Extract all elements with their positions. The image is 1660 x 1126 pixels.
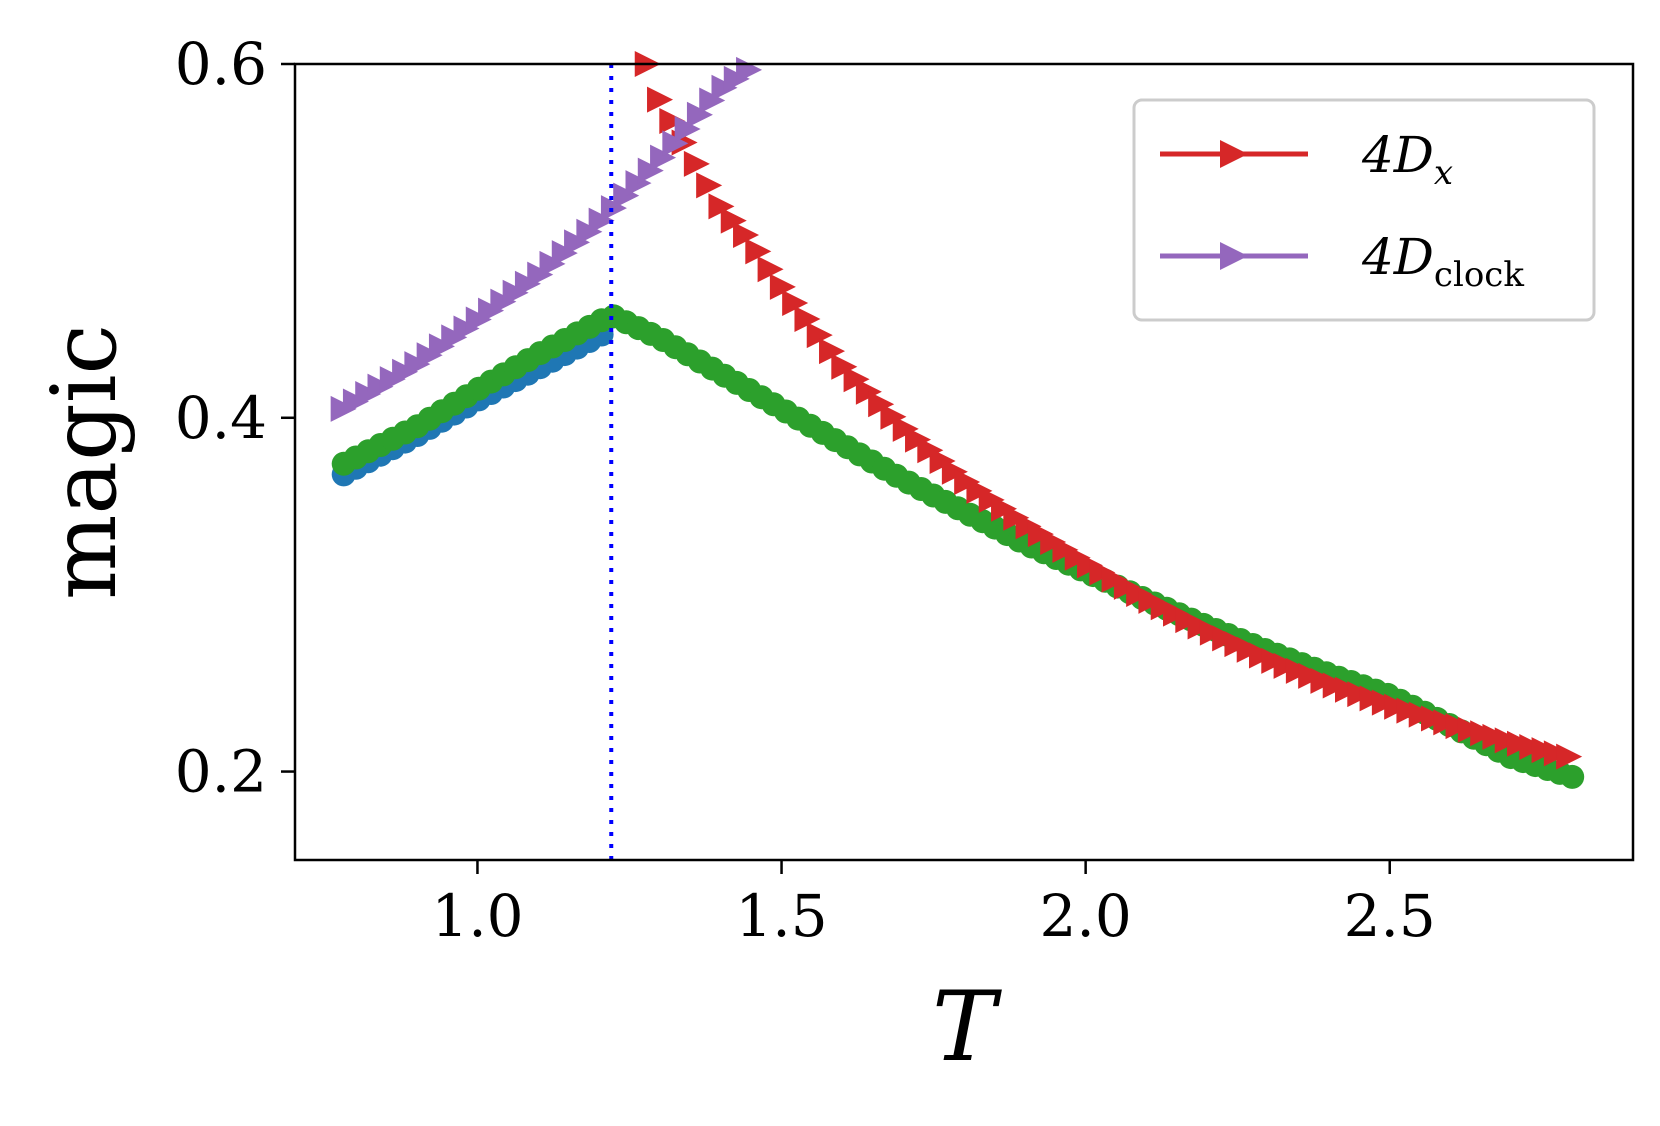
data-point-circle xyxy=(1560,764,1585,789)
data-point-triangle xyxy=(662,130,689,157)
data-point-triangle xyxy=(819,338,846,365)
axis-ticks: 1.0 1.5 2.0 2.5 0.2 0.4 0.6 xyxy=(175,30,1436,950)
data-point-triangle xyxy=(757,256,784,283)
data-point-triangle xyxy=(745,238,772,265)
legend-marker-4d-x xyxy=(1220,140,1248,168)
data-point-triangle xyxy=(647,86,674,113)
plot-frame xyxy=(293,62,1635,862)
data-point-triangle xyxy=(659,108,686,135)
y-tick-label: 0.2 xyxy=(175,738,267,806)
data-point-triangle xyxy=(650,144,677,171)
data-point-triangle xyxy=(708,193,735,220)
chart-marks xyxy=(330,51,1585,789)
data-point-triangle xyxy=(782,289,809,316)
x-axis-label: T xyxy=(932,971,1002,1083)
legend-marker-4d-clock xyxy=(1220,242,1248,270)
legend-item-4d-clock: 4Dclock xyxy=(1160,228,1524,295)
x-tick-label: 1.5 xyxy=(735,882,827,950)
data-point-triangle xyxy=(733,221,760,248)
data-point-triangle xyxy=(806,322,833,349)
data-point-triangle xyxy=(794,306,821,333)
data-point-triangle xyxy=(720,207,747,234)
data-point-triangle xyxy=(637,157,664,184)
data-point-triangle xyxy=(696,172,723,199)
series-4d-clock xyxy=(330,56,763,422)
data-point-triangle xyxy=(683,150,710,177)
x-tick-label: 2.0 xyxy=(1040,882,1132,950)
data-point-triangle xyxy=(769,273,796,300)
y-axis-label: magic xyxy=(32,324,137,600)
series-4d-x xyxy=(634,51,1583,770)
data-point-triangle xyxy=(674,116,701,143)
legend-label-4d-x: 4Dx xyxy=(1361,126,1453,193)
data-point-triangle xyxy=(699,87,726,114)
y-tick-label: 0.4 xyxy=(175,384,267,452)
legend-label-4d-clock: 4Dclock xyxy=(1361,228,1524,295)
y-tick-label: 0.6 xyxy=(175,30,267,98)
legend-item-4d-x: 4Dx xyxy=(1160,126,1453,193)
x-tick-label: 2.5 xyxy=(1344,882,1436,950)
legend: 4Dx 4Dclock xyxy=(1132,98,1596,322)
x-tick-label: 1.0 xyxy=(431,882,523,950)
data-point-triangle xyxy=(686,101,713,128)
data-point-triangle xyxy=(1556,743,1583,770)
